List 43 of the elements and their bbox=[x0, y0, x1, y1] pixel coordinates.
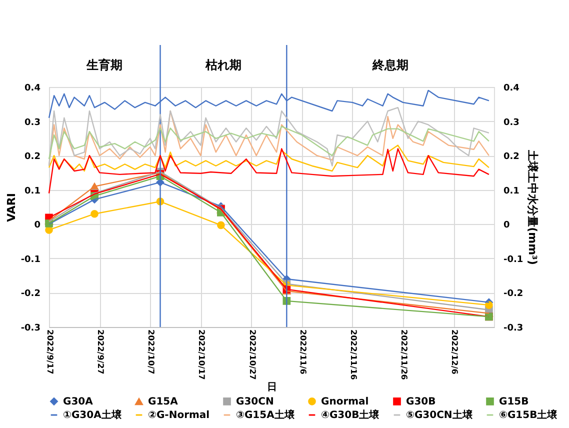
x-tick-label: 2022/10/27 bbox=[248, 330, 257, 380]
legend-label: ⑤G30CN土壌 bbox=[406, 409, 474, 421]
y2-tick-label: -0.3 bbox=[504, 324, 524, 334]
legend-label: Gnormal bbox=[321, 396, 369, 408]
y-tick-label: -0.1 bbox=[20, 254, 40, 265]
y2-tick-label: 0.3 bbox=[504, 118, 520, 128]
y-axis-title: VARI bbox=[4, 193, 18, 222]
y2-tick-label: 0 bbox=[504, 220, 510, 231]
x-tick-label: 2022/11/6 bbox=[298, 330, 308, 375]
legend-label: G15A bbox=[148, 396, 178, 408]
y-tick-label: 0.3 bbox=[24, 118, 40, 128]
y-tick-label: 0 bbox=[34, 220, 40, 231]
y2-axis-title: 土壌土中水分量(mm³) bbox=[526, 149, 540, 265]
y-tick-label: -0.2 bbox=[20, 289, 40, 300]
text: 終息期 bbox=[371, 58, 408, 72]
legend-label: G15B bbox=[499, 396, 529, 408]
y-tick-label: 0.1 bbox=[24, 186, 40, 196]
y-tick-label: 0.4 bbox=[24, 84, 40, 94]
x-tick-label: 2022/12/6 bbox=[450, 330, 460, 375]
x-tick-label: 2022/11/26 bbox=[399, 330, 408, 380]
legend-label: ①G30A土壌 bbox=[63, 409, 122, 421]
y2-tick-label: 0.1 bbox=[504, 186, 520, 196]
y-tick-label: 0.2 bbox=[24, 152, 40, 162]
x-tick-label: 2022/10/7 bbox=[146, 330, 156, 374]
legend-label: ③G15A土壌 bbox=[236, 409, 296, 421]
legend-label: ⑥G15B土壌 bbox=[499, 409, 558, 421]
x-tick-label: 2022/11/16 bbox=[348, 330, 358, 380]
y2-tick-label: 0.4 bbox=[504, 84, 520, 94]
legend-label: G30CN bbox=[236, 396, 274, 408]
legend-label: G30A bbox=[63, 396, 94, 408]
y-tick-label: -0.3 bbox=[20, 324, 40, 334]
y2-tick-label: -0.1 bbox=[504, 254, 524, 265]
x-tick-label: 2022/9/27 bbox=[96, 330, 106, 374]
text: 枯れ期 bbox=[204, 58, 242, 72]
y2-tick-label: 0.2 bbox=[504, 152, 520, 162]
legend-label: ②G-Normal bbox=[148, 410, 210, 421]
legend-label: G30B bbox=[406, 396, 436, 408]
legend-label: ④G30B土壌 bbox=[321, 409, 380, 421]
x-tick-label: 2022/10/17 bbox=[197, 330, 206, 380]
y2-tick-label: -0.2 bbox=[504, 289, 524, 300]
x-axis-title: 日 bbox=[267, 382, 277, 393]
x-tick-label: 2022/9/17 bbox=[46, 330, 54, 374]
text: 生育期 bbox=[86, 58, 123, 72]
